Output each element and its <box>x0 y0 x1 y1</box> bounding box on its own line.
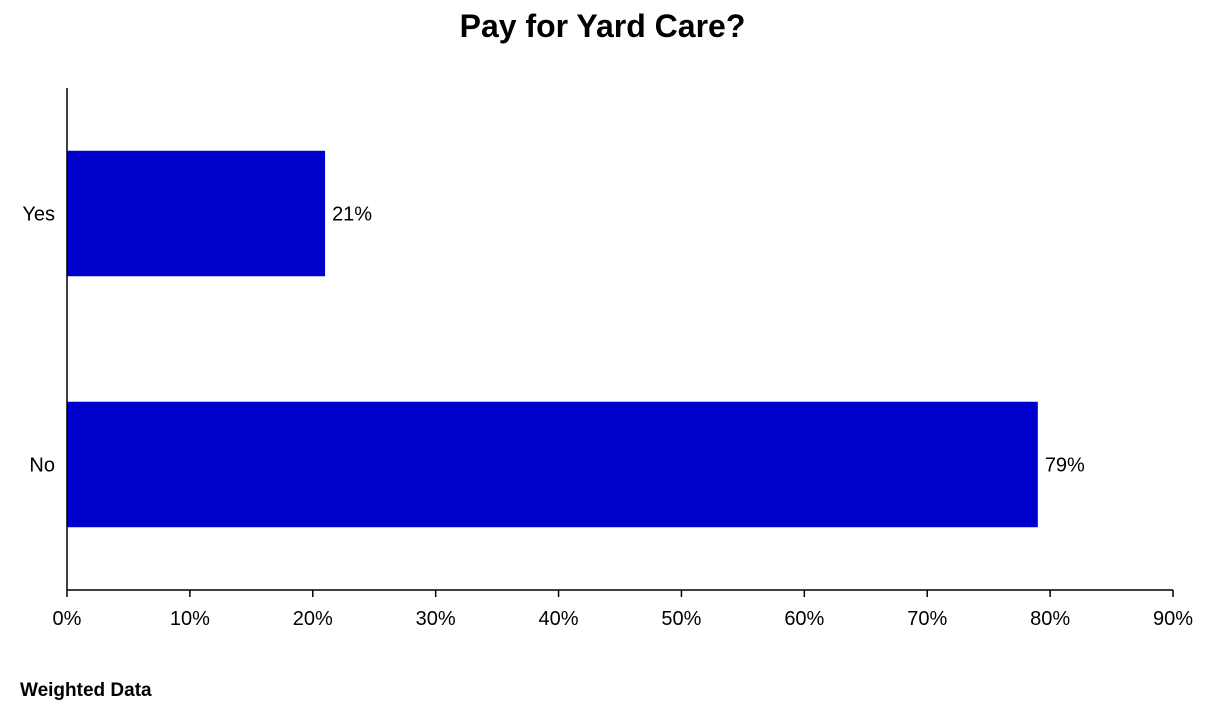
x-tick-label: 80% <box>1030 608 1070 630</box>
category-label: Yes <box>22 204 55 226</box>
x-tick-label: 30% <box>416 608 456 630</box>
data-label: 79% <box>1045 455 1085 477</box>
x-tick-label: 50% <box>661 608 701 630</box>
footnote: Weighted Data <box>20 680 152 701</box>
x-tick-label: 20% <box>293 608 333 630</box>
x-tick-label: 90% <box>1153 608 1193 630</box>
x-tick-label: 10% <box>170 608 210 630</box>
x-tick-label: 0% <box>53 608 82 630</box>
bar-yes <box>67 150 326 277</box>
data-label: 21% <box>332 204 372 226</box>
chart-title: Pay for Yard Care? <box>459 8 746 44</box>
x-tick-label: 60% <box>784 608 824 630</box>
x-tick-label: 40% <box>539 608 579 630</box>
category-label: No <box>29 455 55 477</box>
bar-no <box>67 401 1038 528</box>
x-tick-label: 70% <box>907 608 947 630</box>
